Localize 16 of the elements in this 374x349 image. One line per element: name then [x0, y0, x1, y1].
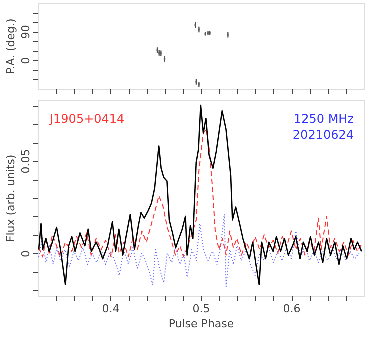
- line-series: [38, 104, 363, 286]
- y-tick-label: 0: [20, 250, 32, 258]
- y-tick-label: 0.05: [20, 149, 32, 174]
- line-series: [38, 214, 362, 288]
- y-tick-label: 90: [20, 25, 32, 40]
- x-tick-label: 0.5: [192, 302, 210, 316]
- annotation: 1250 MHz: [294, 112, 354, 126]
- annotation: 20210624: [292, 128, 354, 142]
- annotation: J1905+0414: [49, 112, 125, 126]
- line-series: [38, 129, 362, 258]
- y-axis-title: P.A. (deg.): [4, 18, 18, 74]
- x-axis-title: Pulse Phase: [168, 318, 234, 330]
- y-axis-title: Flux (arb. units): [4, 154, 18, 242]
- x-tick-label: 0.4: [102, 302, 120, 316]
- y-tick-label: 0: [20, 57, 32, 64]
- x-tick-label: 0.6: [283, 302, 301, 316]
